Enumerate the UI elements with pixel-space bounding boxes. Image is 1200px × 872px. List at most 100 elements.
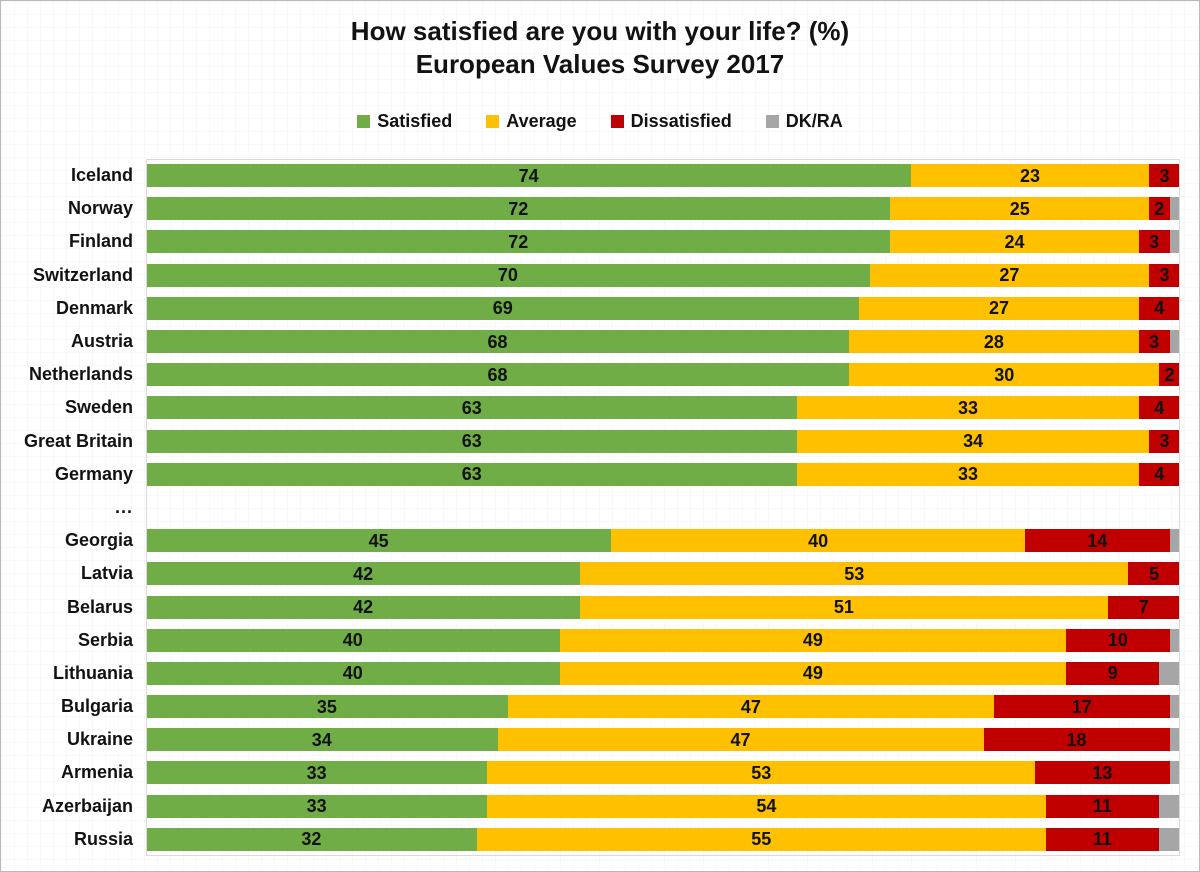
bar-segment-dissatisfied: 3 (1148, 429, 1180, 453)
segment-value: 32 (301, 829, 322, 850)
bar-segment-average: 27 (869, 263, 1149, 287)
segment-value: 63 (461, 464, 482, 485)
legend-swatch-satisfied-icon (357, 115, 371, 128)
bar-segment-average: 27 (859, 296, 1139, 320)
country-label: Lithuania (53, 662, 133, 683)
bar-track: 42 51 7 (146, 595, 1180, 619)
legend-swatch-dissatisfied-icon (610, 115, 624, 128)
segment-value: 53 (844, 563, 865, 584)
bar-segment-dkra (1169, 330, 1180, 354)
bar-track: 40 49 10 (146, 628, 1180, 652)
bar-segment-satisfied: 42 (146, 562, 581, 586)
bar-segment-dissatisfied: 3 (1148, 164, 1180, 188)
segment-value: 3 (1149, 231, 1160, 252)
country-row: Georgia 45 40 14 (1, 524, 1181, 557)
country-label: Bulgaria (60, 696, 133, 717)
bar-track: 45 40 14 (146, 529, 1180, 553)
segment-value: 72 (508, 231, 529, 252)
bar-track: 63 33 4 (146, 462, 1180, 486)
segment-value: 40 (808, 530, 829, 551)
country-row: Armenia 33 53 13 (1, 756, 1181, 789)
bar-segment-dissatisfied: 7 (1107, 595, 1180, 619)
country-row: Great Britain 63 34 3 (1, 425, 1181, 458)
bar-segment-dissatisfied: 4 (1138, 396, 1180, 420)
segment-value: 33 (306, 796, 327, 817)
segment-value: 7 (1138, 597, 1149, 618)
bar-segment-dissatisfied: 11 (1045, 794, 1160, 818)
segment-value: 23 (1020, 165, 1041, 186)
country-row: Belarus 42 51 7 (1, 590, 1181, 623)
country-row: Iceland 74 23 3 (1, 159, 1181, 192)
segment-value: 9 (1107, 663, 1118, 684)
country-row: Denmark 69 27 4 (1, 292, 1181, 325)
country-row: Russia 32 55 11 (1, 823, 1181, 856)
segment-value: 11 (1092, 796, 1112, 817)
bar-segment-satisfied: 68 (146, 330, 850, 354)
bar-segment-satisfied: 35 (146, 695, 508, 719)
bar-segment-dissatisfied: 11 (1045, 827, 1160, 851)
segment-value: 47 (730, 729, 751, 750)
bar-segment-average: 24 (890, 230, 1139, 254)
bar-segment-dissatisfied: 2 (1148, 197, 1170, 221)
country-label: Belarus (66, 596, 133, 617)
bar-segment-dissatisfied: 3 (1138, 330, 1170, 354)
bar-segment-average: 47 (497, 728, 984, 752)
segment-value: 30 (994, 364, 1015, 385)
segment-value: 45 (368, 530, 389, 551)
country-row: Finland 72 24 3 (1, 225, 1181, 258)
bar-segment-dkra (1169, 728, 1180, 752)
bar-track: 63 33 4 (146, 396, 1180, 420)
bar-segment-satisfied: 45 (146, 529, 612, 553)
bar-segment-dissatisfied: 3 (1138, 230, 1170, 254)
segment-value: 63 (461, 431, 482, 452)
country-row: Azerbaijan 33 54 11 (1, 790, 1181, 823)
bar-segment-dkra (1169, 695, 1180, 719)
country-label: Denmark (55, 297, 133, 318)
bar-segment-dissatisfied: 9 (1066, 661, 1160, 685)
bar-track: 74 23 3 (146, 164, 1180, 188)
bar-segment-dkra (1169, 529, 1180, 553)
legend-item-dkra: DK/RA (765, 111, 843, 132)
segment-value: 25 (1009, 198, 1030, 219)
country-label: Georgia (64, 530, 133, 551)
country-row: Switzerland 70 27 3 (1, 259, 1181, 292)
segment-value: 18 (1066, 729, 1087, 750)
stacked-bar-chart: Iceland 74 23 3 Norway 72 25 2 Finland 72 24 3 Switz… (1, 159, 1181, 856)
country-row: Austria 68 28 3 (1, 325, 1181, 358)
bar-segment-dissatisfied: 2 (1159, 363, 1180, 387)
bar-track: 33 53 13 (146, 761, 1180, 785)
segment-value: 3 (1149, 331, 1160, 352)
chart-title: How satisfied are you with your life? (%… (1, 15, 1199, 81)
bar-segment-dkra (1169, 628, 1180, 652)
country-label: Iceland (70, 165, 133, 186)
segment-value: 11 (1092, 829, 1112, 850)
gap-row: ... (1, 491, 1181, 524)
legend-label: Dissatisfied (630, 111, 732, 131)
bar-segment-average: 51 (580, 595, 1108, 619)
country-label: Latvia (80, 563, 133, 584)
chart-title-line2: European Values Survey 2017 (415, 49, 785, 79)
bar-track: 40 49 9 (146, 661, 1180, 685)
bar-segment-average: 53 (487, 761, 1036, 785)
legend-label: DK/RA (785, 111, 843, 131)
segment-value: 13 (1092, 762, 1113, 783)
segment-value: 40 (342, 630, 363, 651)
segment-value: 34 (311, 729, 332, 750)
bar-segment-satisfied: 33 (146, 761, 488, 785)
legend-swatch-dkra-icon (765, 115, 779, 128)
country-label: Austria (70, 331, 133, 352)
bar-segment-satisfied: 33 (146, 794, 488, 818)
bar-track: 33 54 11 (146, 794, 1180, 818)
segment-value: 35 (316, 696, 337, 717)
country-row: Netherlands 68 30 2 (1, 358, 1181, 391)
segment-value: 68 (487, 331, 508, 352)
bar-track: 34 47 18 (146, 728, 1180, 752)
bar-segment-dkra (1169, 230, 1180, 254)
bar-segment-dkra (1159, 794, 1180, 818)
gap-label: ... (114, 496, 133, 517)
bar-segment-satisfied: 40 (146, 628, 560, 652)
bar-segment-dkra (1169, 197, 1180, 221)
segment-value: 33 (958, 397, 979, 418)
segment-value: 34 (963, 431, 984, 452)
segment-value: 63 (461, 397, 482, 418)
